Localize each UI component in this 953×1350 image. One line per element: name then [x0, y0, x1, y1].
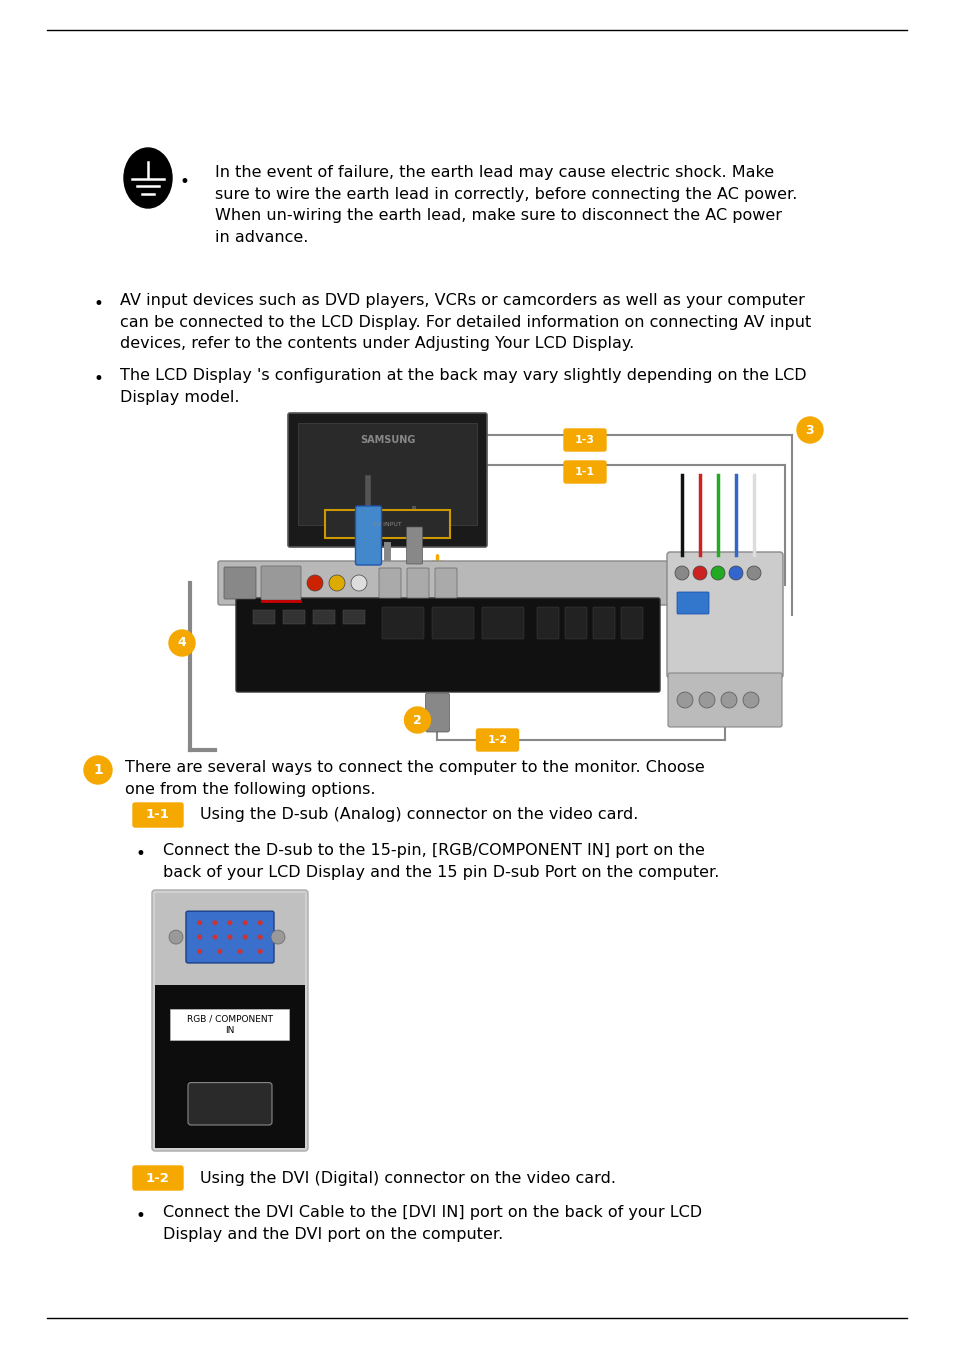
FancyBboxPatch shape [218, 562, 671, 605]
Text: Connect the D-sub to the 15-pin, [RGB/COMPONENT IN] port on the
back of your LCD: Connect the D-sub to the 15-pin, [RGB/CO… [163, 842, 719, 880]
Text: 1: 1 [93, 763, 103, 778]
Text: AV input devices such as DVD players, VCRs or camcorders as well as your compute: AV input devices such as DVD players, VC… [120, 293, 810, 351]
FancyBboxPatch shape [425, 693, 449, 732]
Text: RGB / COMPONENT
IN: RGB / COMPONENT IN [187, 1015, 273, 1034]
Text: •: • [180, 173, 190, 190]
Text: 3: 3 [805, 424, 814, 436]
Text: 1-1: 1-1 [146, 809, 170, 822]
Circle shape [796, 417, 822, 443]
Circle shape [213, 934, 217, 940]
FancyBboxPatch shape [667, 674, 781, 728]
FancyBboxPatch shape [537, 608, 558, 639]
Circle shape [257, 949, 262, 954]
Text: SAMSUNG: SAMSUNG [359, 435, 415, 446]
Circle shape [675, 566, 688, 580]
Circle shape [197, 934, 202, 940]
FancyBboxPatch shape [288, 413, 486, 547]
Bar [343, 610, 365, 624]
FancyBboxPatch shape [666, 552, 782, 678]
Text: In the event of failure, the earth lead may cause electric shock. Make
sure to w: In the event of failure, the earth lead … [214, 165, 797, 244]
Bar [154, 892, 305, 984]
Circle shape [257, 934, 262, 940]
FancyBboxPatch shape [563, 460, 605, 483]
FancyBboxPatch shape [188, 1083, 272, 1125]
Bar [325, 510, 450, 539]
Text: Using the DVI (Digital) connector on the video card.: Using the DVI (Digital) connector on the… [200, 1170, 616, 1185]
FancyBboxPatch shape [224, 567, 255, 599]
Bar [154, 1061, 305, 1148]
Bar [313, 610, 335, 624]
Text: •: • [93, 296, 103, 313]
Circle shape [720, 693, 737, 707]
FancyBboxPatch shape [152, 890, 308, 1152]
FancyBboxPatch shape [381, 608, 423, 639]
Text: Connect the DVI Cable to the [DVI IN] port on the back of your LCD
Display and t: Connect the DVI Cable to the [DVI IN] po… [163, 1206, 701, 1242]
Circle shape [351, 575, 367, 591]
FancyBboxPatch shape [235, 598, 659, 693]
FancyBboxPatch shape [432, 608, 474, 639]
Circle shape [227, 921, 233, 925]
Circle shape [728, 566, 742, 580]
Circle shape [746, 566, 760, 580]
Text: The LCD Display 's configuration at the back may vary slightly depending on the : The LCD Display 's configuration at the … [120, 369, 806, 405]
FancyBboxPatch shape [355, 506, 381, 566]
Circle shape [307, 575, 323, 591]
Circle shape [197, 921, 202, 925]
FancyBboxPatch shape [132, 803, 183, 828]
Circle shape [197, 949, 202, 954]
FancyBboxPatch shape [132, 1166, 183, 1189]
Text: 1-2: 1-2 [146, 1172, 170, 1184]
FancyBboxPatch shape [186, 911, 274, 963]
FancyBboxPatch shape [406, 526, 422, 564]
Bar [154, 984, 305, 1061]
FancyBboxPatch shape [564, 608, 586, 639]
Circle shape [329, 575, 345, 591]
FancyBboxPatch shape [481, 608, 523, 639]
Text: •: • [135, 1207, 145, 1224]
Bar [253, 610, 274, 624]
FancyBboxPatch shape [677, 593, 708, 614]
Circle shape [237, 949, 242, 954]
Circle shape [677, 693, 692, 707]
FancyBboxPatch shape [476, 729, 518, 751]
Circle shape [742, 693, 759, 707]
Circle shape [217, 949, 222, 954]
Circle shape [257, 921, 262, 925]
Circle shape [271, 930, 285, 944]
Circle shape [404, 707, 430, 733]
FancyBboxPatch shape [563, 429, 605, 451]
FancyBboxPatch shape [435, 568, 456, 598]
Circle shape [692, 566, 706, 580]
Text: There are several ways to connect the computer to the monitor. Choose
one from t: There are several ways to connect the co… [125, 760, 704, 796]
Circle shape [84, 756, 112, 784]
Circle shape [710, 566, 724, 580]
Bar [297, 423, 476, 525]
Text: 1-2: 1-2 [487, 734, 507, 745]
Circle shape [213, 921, 217, 925]
Text: TV INPUT: TV INPUT [373, 521, 401, 526]
Text: •: • [93, 370, 103, 387]
Ellipse shape [124, 148, 172, 208]
Text: •: • [135, 845, 145, 863]
Circle shape [169, 630, 194, 656]
Text: 4: 4 [177, 636, 186, 649]
Circle shape [699, 693, 714, 707]
Text: Using the D-sub (Analog) connector on the video card.: Using the D-sub (Analog) connector on th… [200, 807, 638, 822]
FancyBboxPatch shape [407, 568, 429, 598]
Circle shape [169, 930, 183, 944]
Circle shape [242, 921, 248, 925]
FancyBboxPatch shape [261, 566, 301, 599]
FancyBboxPatch shape [620, 608, 642, 639]
Circle shape [227, 934, 233, 940]
FancyBboxPatch shape [171, 1008, 289, 1040]
Text: 1-3: 1-3 [575, 435, 595, 446]
Circle shape [242, 934, 248, 940]
Text: 1-1: 1-1 [575, 467, 595, 477]
FancyBboxPatch shape [593, 608, 615, 639]
Bar [283, 610, 305, 624]
FancyBboxPatch shape [378, 568, 400, 598]
Text: 2: 2 [413, 714, 421, 726]
